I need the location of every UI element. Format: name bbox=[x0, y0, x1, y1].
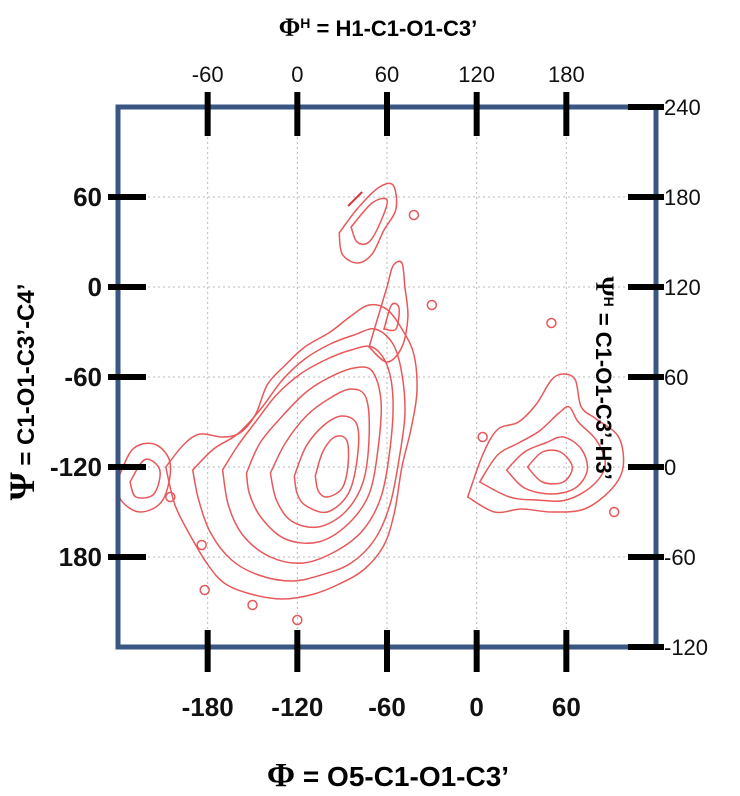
left-tick-label: -60 bbox=[64, 362, 102, 392]
right-axis-title: ΨH = C1-O1-C3’-H3’ bbox=[590, 276, 619, 479]
middle-ridge-contour-2 bbox=[382, 302, 400, 332]
left-axis-title: Ψ = C1-O1-C3’-C4’ bbox=[2, 284, 42, 501]
contour-circle bbox=[199, 584, 210, 596]
left-lobe-contour-1 bbox=[118, 442, 172, 513]
contour-circle bbox=[196, 539, 207, 551]
secondary-minimum-contour-1 bbox=[466, 373, 625, 514]
right-tick-label: 180 bbox=[664, 185, 701, 210]
bottom-tick-label: -60 bbox=[368, 692, 406, 722]
contour-circle bbox=[477, 431, 488, 443]
right-tick-label: 240 bbox=[664, 95, 701, 120]
bottom-axis-title: Φ = O5-C1-O1-C3’ bbox=[267, 757, 509, 794]
top-tick-label: 180 bbox=[548, 62, 585, 87]
bottom-tick-label: -180 bbox=[182, 692, 234, 722]
top-tick-label: 60 bbox=[375, 62, 399, 87]
left-tick-label: 0 bbox=[88, 272, 102, 302]
main-minimum-contour-5 bbox=[269, 388, 371, 529]
right-tick-label: 0 bbox=[664, 455, 676, 480]
right-tick-label: -120 bbox=[664, 635, 708, 660]
right-tick-label: -60 bbox=[664, 545, 696, 570]
bottom-tick-label: 0 bbox=[469, 692, 483, 722]
contour-circle bbox=[608, 506, 620, 518]
upper-island-contour-1 bbox=[338, 182, 398, 264]
left-tick-label: 60 bbox=[73, 182, 102, 212]
main-minimum-contour-1 bbox=[164, 303, 418, 600]
axis-ticks bbox=[108, 92, 664, 672]
top-tick-label: 120 bbox=[458, 62, 495, 87]
left-tick-label: 180 bbox=[59, 542, 102, 572]
main-minimum-contour-4 bbox=[245, 366, 382, 544]
main-minimum-contour-3 bbox=[221, 345, 394, 564]
right-tick-label: 60 bbox=[664, 365, 688, 390]
contour-circle bbox=[408, 209, 420, 221]
contour-mark bbox=[347, 191, 363, 207]
secondary-minimum-contour-3 bbox=[505, 436, 589, 495]
main-minimum-contour-2 bbox=[191, 327, 406, 582]
main-minimum-contour-7 bbox=[314, 435, 350, 498]
contour-lines bbox=[118, 182, 625, 626]
contour-circle bbox=[546, 317, 557, 329]
upper-island-contour-2 bbox=[350, 197, 389, 245]
grid-lines bbox=[118, 107, 656, 647]
secondary-minimum-contour-4 bbox=[526, 449, 574, 485]
contour-circle bbox=[165, 491, 176, 503]
bottom-tick-label: 60 bbox=[552, 692, 581, 722]
contour-circle bbox=[426, 299, 438, 311]
left-lobe-contour-2 bbox=[129, 458, 161, 499]
top-axis-title: ΦH = H1-C1-O1-C3’ bbox=[279, 13, 478, 42]
axis-titles: ΦH = H1-C1-O1-C3’ Φ = O5-C1-O1-C3’ Ψ = C… bbox=[2, 13, 619, 794]
middle-ridge-contour-1 bbox=[368, 260, 409, 363]
contour-circle bbox=[292, 614, 303, 626]
top-tick-label: -60 bbox=[192, 62, 224, 87]
right-tick-label: 120 bbox=[664, 275, 701, 300]
axis-tick-labels: -180 -120 -60 0 60 -60 0 60 120 180 60 0 -60 -120 180 2… bbox=[50, 62, 708, 722]
left-tick-label: -120 bbox=[50, 452, 102, 482]
contour-circle bbox=[247, 599, 258, 611]
secondary-minimum-contour-2 bbox=[478, 405, 606, 502]
top-tick-label: 0 bbox=[291, 62, 303, 87]
main-minimum-contour-6 bbox=[293, 415, 360, 514]
bottom-tick-label: -120 bbox=[271, 692, 323, 722]
